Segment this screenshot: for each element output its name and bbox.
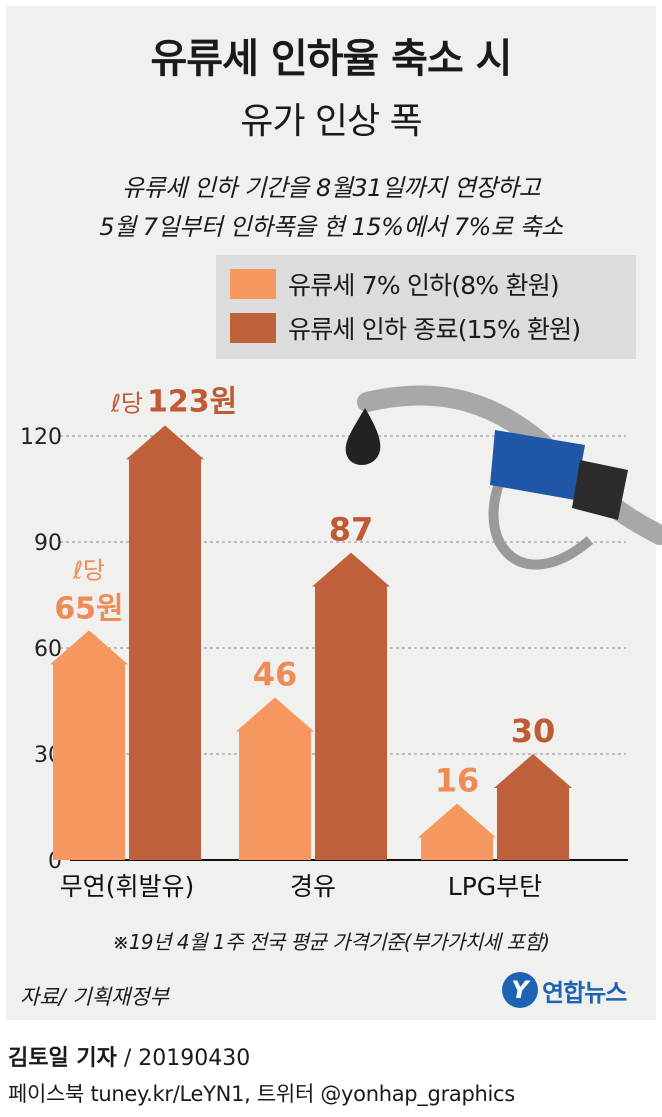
data-label: 123원	[147, 384, 237, 419]
footnote: ※19년 4월 1주 전국 평균 가격기준(부가가치세 포함)	[0, 926, 662, 955]
source-text: 자료/ 기획재정부	[20, 981, 169, 1011]
bar-arrow-dark	[494, 754, 572, 860]
x-category-label: 경유	[290, 872, 336, 901]
y-tick-label: 120	[20, 425, 62, 450]
bar-arrow-light	[418, 803, 496, 860]
nozzle-handle	[490, 430, 585, 500]
per-liter-annotation: ℓ당	[110, 389, 143, 417]
oil-drop-icon	[346, 408, 381, 465]
data-label: 16	[435, 761, 480, 799]
data-label: 46	[253, 655, 298, 693]
bar-arrow-light	[50, 630, 128, 860]
yonhap-logo-icon: Y	[502, 972, 538, 1008]
y-tick-label: 90	[34, 531, 62, 556]
x-category-label: LPG부탄	[448, 872, 542, 901]
data-label: 30	[511, 712, 556, 750]
data-label: 65원	[54, 591, 123, 626]
social-footer: 페이스북 tuney.kr/LeYN1, 트위터 @yonhap_graphic…	[8, 1078, 515, 1108]
yonhap-logo-text: 연합뉴스	[542, 973, 626, 1008]
bar-arrow-dark	[126, 425, 204, 860]
bar-arrow-dark	[312, 553, 390, 860]
per-liter-annotation: ℓ당	[72, 556, 105, 584]
nozzle-grip	[572, 460, 628, 520]
x-category-label: 무연(휘발유)	[60, 872, 195, 901]
yonhap-logo: Y 연합뉴스	[502, 972, 626, 1008]
byline: 김토일 기자 / 20190430	[8, 1040, 250, 1072]
bar-arrow-light	[236, 697, 314, 860]
data-label: 87	[329, 511, 374, 549]
publish-date: / 20190430	[124, 1046, 250, 1071]
reporter-name: 김토일 기자	[8, 1046, 117, 1071]
